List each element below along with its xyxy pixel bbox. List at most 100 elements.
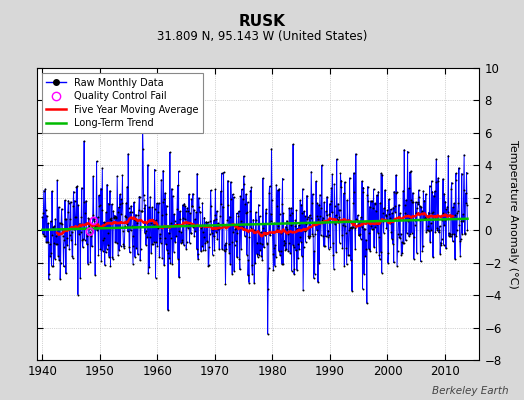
Point: [288, 268, 296, 274]
Point: [147, 220, 155, 226]
Point: [444, 152, 453, 159]
Point: [180, 242, 188, 248]
Point: [55, 257, 63, 263]
Point: [283, 226, 291, 232]
Text: RUSK: RUSK: [238, 14, 286, 29]
Point: [61, 216, 70, 222]
Point: [424, 223, 432, 230]
Point: [42, 212, 51, 219]
Point: [163, 224, 172, 231]
Point: [375, 252, 384, 259]
Point: [369, 186, 378, 192]
Point: [39, 230, 47, 237]
Point: [316, 232, 325, 238]
Point: [254, 228, 262, 234]
Point: [392, 172, 400, 178]
Point: [40, 233, 49, 239]
Point: [165, 229, 173, 236]
Point: [428, 188, 436, 195]
Point: [388, 210, 397, 216]
Point: [158, 255, 167, 262]
Point: [202, 219, 210, 225]
Point: [226, 260, 234, 267]
Point: [391, 190, 400, 196]
Point: [233, 230, 242, 236]
Point: [89, 173, 97, 180]
Point: [294, 222, 303, 229]
Point: [117, 210, 126, 217]
Point: [241, 201, 249, 208]
Point: [158, 212, 166, 218]
Point: [161, 241, 170, 247]
Point: [443, 212, 451, 218]
Point: [365, 230, 374, 236]
Point: [327, 198, 335, 204]
Point: [280, 242, 288, 248]
Point: [200, 214, 209, 221]
Point: [215, 225, 224, 232]
Point: [248, 228, 257, 234]
Point: [261, 210, 270, 216]
Point: [134, 251, 142, 258]
Point: [228, 191, 237, 198]
Point: [397, 231, 405, 237]
Point: [70, 226, 78, 232]
Point: [116, 242, 125, 249]
Point: [110, 215, 118, 221]
Point: [233, 254, 241, 260]
Point: [78, 185, 86, 191]
Point: [142, 242, 150, 248]
Point: [46, 252, 54, 259]
Point: [407, 168, 415, 174]
Point: [432, 156, 441, 162]
Point: [181, 208, 190, 214]
Point: [112, 214, 121, 220]
Point: [359, 184, 368, 191]
Point: [172, 220, 181, 227]
Point: [345, 175, 354, 181]
Point: [123, 184, 132, 190]
Point: [187, 230, 195, 236]
Point: [218, 246, 226, 252]
Point: [405, 216, 413, 222]
Point: [97, 258, 105, 264]
Point: [423, 227, 431, 234]
Point: [115, 246, 123, 253]
Point: [275, 186, 283, 192]
Point: [405, 185, 413, 192]
Point: [168, 260, 177, 267]
Point: [182, 246, 190, 252]
Point: [118, 200, 126, 206]
Point: [199, 229, 207, 235]
Point: [444, 209, 452, 215]
Point: [235, 208, 243, 214]
Point: [307, 215, 315, 221]
Point: [404, 217, 412, 224]
Point: [308, 200, 316, 206]
Point: [95, 192, 103, 199]
Point: [72, 214, 80, 220]
Point: [114, 209, 122, 215]
Point: [417, 210, 425, 216]
Point: [220, 169, 228, 176]
Point: [309, 233, 318, 239]
Point: [84, 260, 92, 267]
Point: [302, 227, 311, 233]
Point: [333, 216, 341, 222]
Point: [128, 223, 136, 230]
Point: [68, 229, 76, 235]
Point: [51, 216, 60, 222]
Point: [271, 262, 279, 269]
Point: [427, 220, 435, 226]
Point: [210, 217, 218, 224]
Point: [164, 249, 172, 256]
Point: [157, 239, 165, 246]
Point: [254, 254, 262, 260]
Point: [110, 214, 118, 220]
Point: [384, 250, 392, 257]
Point: [71, 240, 80, 247]
Point: [449, 238, 457, 244]
Point: [343, 261, 351, 268]
Point: [47, 250, 55, 256]
Point: [208, 226, 216, 232]
